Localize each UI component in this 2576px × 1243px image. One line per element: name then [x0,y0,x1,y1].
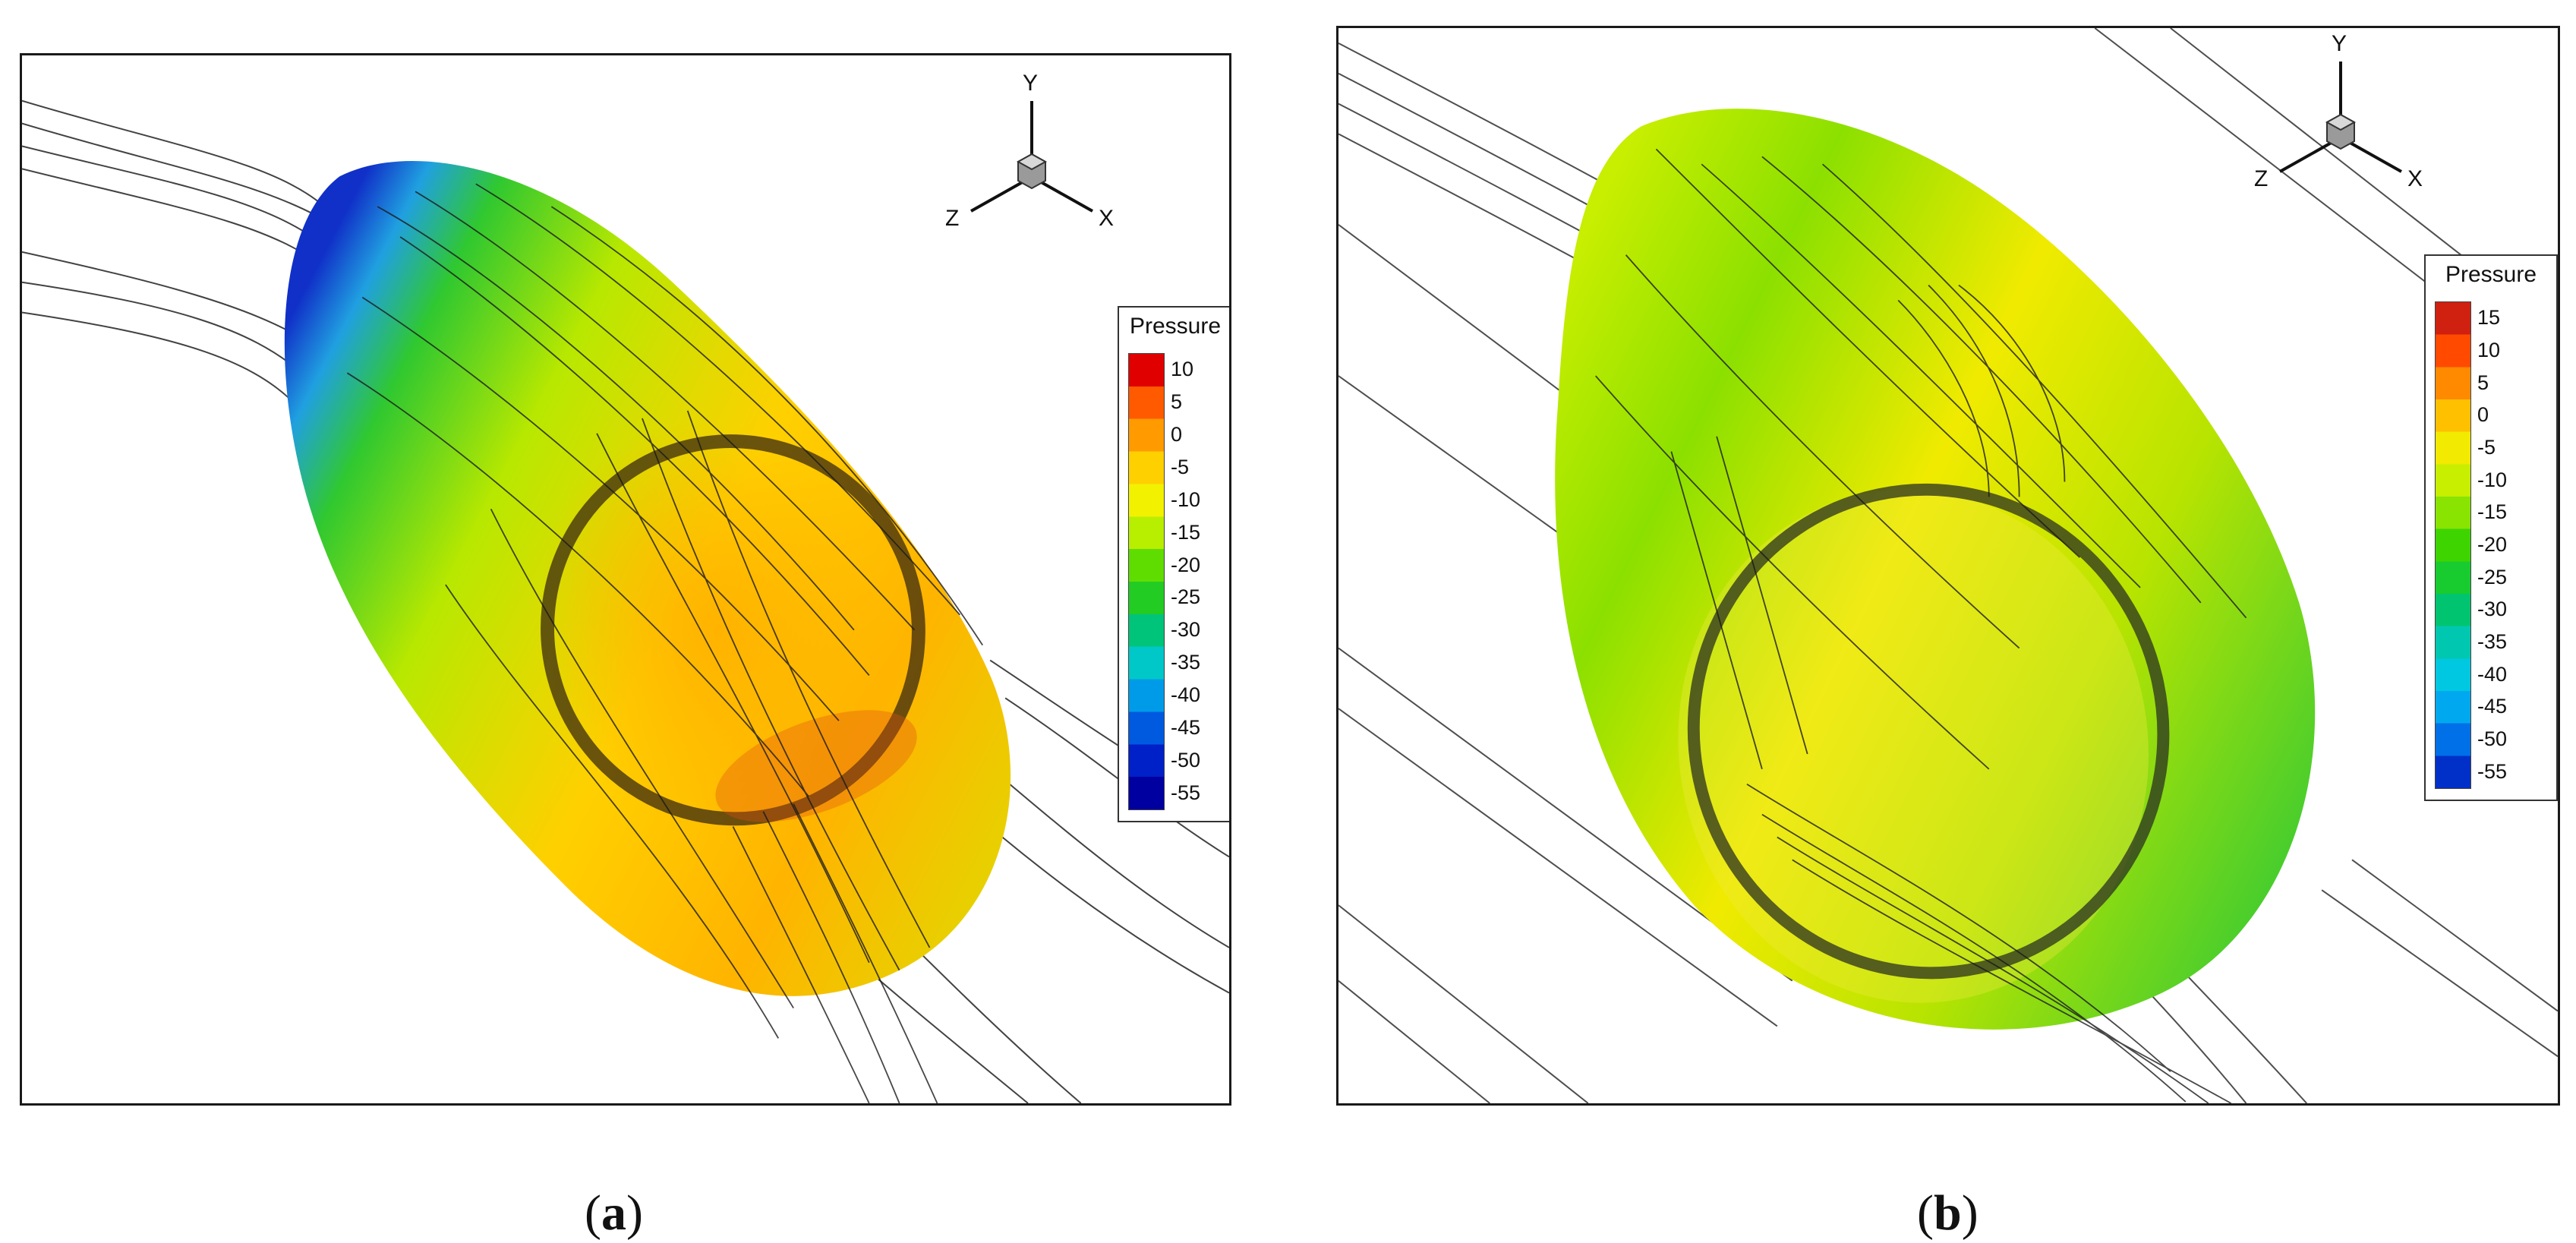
panel-a-legend-tick: -45 [1171,715,1201,739]
panel-b-legend-tick: -20 [2477,533,2508,556]
panel-b-legend-tick: 5 [2477,371,2489,394]
panel-b-legend-tick: -15 [2477,500,2508,524]
panel-b-pressure-legend: Pressure 15 10 5 0 -5 -10 -15 -20 -25 -30 -35 -40 -4… [2424,254,2558,801]
panel-b-legend-tick: 15 [2477,306,2501,330]
panel-b-caption-open: ( [1917,1185,1934,1241]
panel-b-legend-tick: -40 [2477,662,2508,686]
panel-b-legend-tick: 10 [2477,339,2501,361]
panel-a-legend-tick: -35 [1171,651,1201,674]
panel-a-legend-tick: -30 [1171,618,1201,642]
panel-a-axis-triad: Y X Z [925,71,1138,253]
panel-b-colorbar [2435,301,2471,789]
panel-b-axis-triad: Y X Z [2234,31,2447,213]
panel-a-axis-y-label: Y [1023,71,1039,96]
panel-b-caption-close: ) [1961,1185,1979,1241]
panel-b-legend-tick: -50 [2477,727,2508,750]
panel-a-body [284,160,1011,996]
panel-a-scene [22,99,1229,1103]
panel-a-legend-tick: -5 [1171,456,1190,478]
panel-a-legend-tick: -40 [1171,683,1201,706]
panel-a-legend-tick: -25 [1171,585,1201,609]
panel-a-legend-tick: -10 [1171,487,1201,511]
panel-b-legend-tick: -5 [2477,436,2496,459]
panel-b-streamlines-surface [1595,148,2247,1103]
panel-a-legend-tick: -55 [1171,781,1201,804]
panel-b-legend-tick: 0 [2477,403,2489,427]
panel-b-legend-tick: -10 [2477,468,2508,491]
panel-b-caption: (b) [1917,1185,1979,1242]
panel-a-legend-tick: -20 [1171,553,1201,576]
panel-a-streamline-plot: Y X Z Pressure 10 5 0 -5 -10 -15 -20 -25 -30 -35 -… [20,53,1231,1106]
panel-a-legend-tick: -50 [1171,748,1201,771]
panel-b-legend-tick: -30 [2477,598,2508,621]
panel-b-legend-tick: -25 [2477,565,2508,588]
panel-a-axis-z-label: Z [945,206,960,231]
panel-b-legend-title: Pressure [2445,262,2537,287]
panel-b-body [1555,109,2316,1030]
panel-a-caption-close: ) [626,1185,643,1241]
panel-a-caption-letter: a [601,1185,626,1241]
panel-a-axis-x-label: X [1099,206,1115,231]
panel-a-caption: (a) [585,1185,643,1242]
panel-b-axis-x-label: X [2407,166,2423,191]
panel-a-legend-tick: -15 [1171,520,1201,544]
panel-a-legend-title: Pressure [1129,314,1222,339]
panel-b-legend-tick: -55 [2477,759,2508,783]
panel-a-streamlines-surface [346,183,983,1103]
panel-a-caption-open: ( [585,1185,601,1241]
panel-a-legend-tick: 5 [1171,390,1183,414]
panel-b-legend-tick: -45 [2477,695,2508,718]
panel-a-legend-tick: 10 [1171,358,1194,381]
panel-b-axis-z-label: Z [2254,166,2269,191]
panel-a-legend-tick: 0 [1171,423,1183,446]
panel-a-pressure-legend: Pressure 10 5 0 -5 -10 -15 -20 -25 -30 -35 -40 -45 -… [1118,306,1229,822]
panel-b-axis-y-label: Y [2332,31,2347,56]
panel-b-scene [1338,28,2558,1103]
panel-b-caption-letter: b [1933,1185,1962,1241]
panel-a-colorbar [1128,353,1165,810]
panel-b-legend-tick: -35 [2477,630,2508,653]
panel-b-streamline-plot: Y X Z Pressure 15 10 5 0 -5 -10 -15 -20 -25 -30 -3… [1336,26,2560,1106]
